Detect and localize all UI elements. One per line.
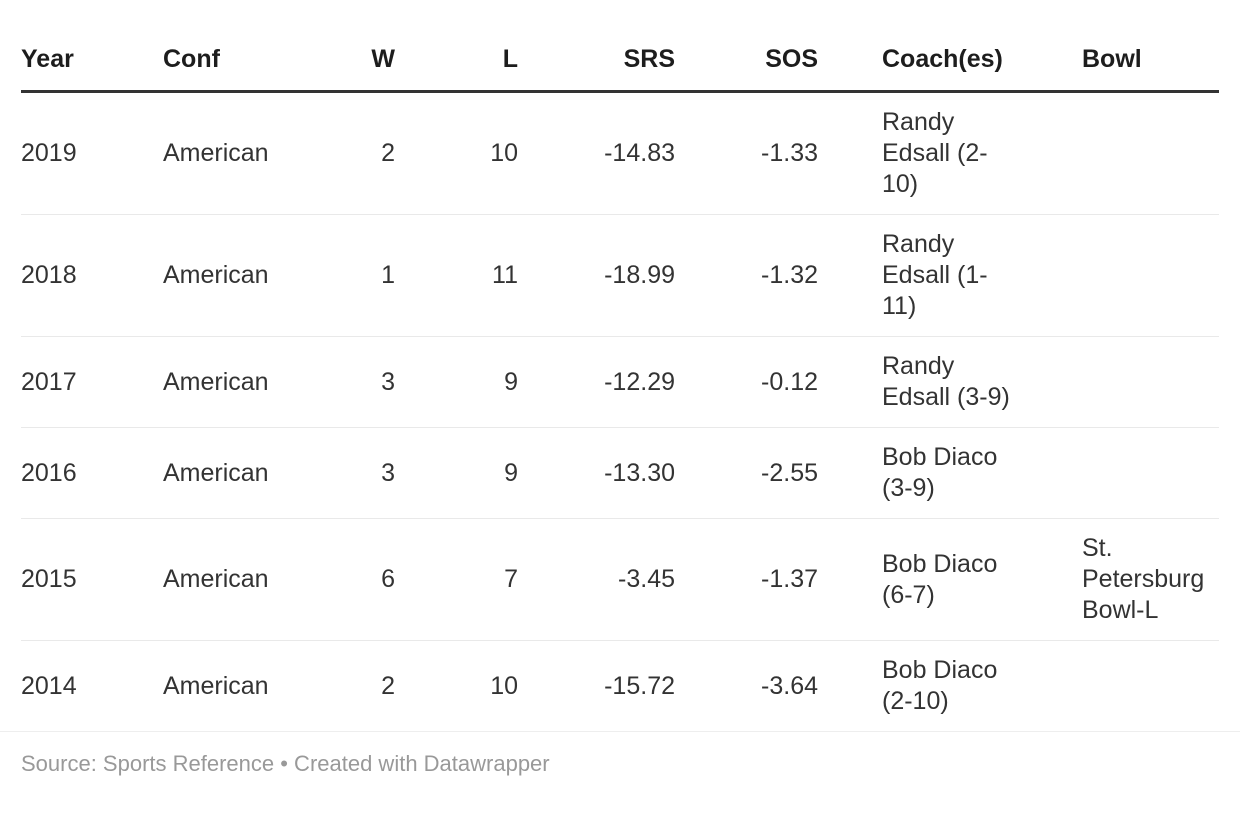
cell-conf: American [163, 671, 269, 700]
table-row: 2017 American 3 9 -12.29 -0.12 Randy Eds… [21, 336, 1219, 428]
col-header-w: W [307, 0, 395, 93]
col-header-conf: Conf [163, 0, 307, 93]
cell-srs: -12.29 [518, 336, 675, 428]
cell-coach: Bob Diaco (3-9) [818, 427, 1018, 519]
cell-year: 2019 [21, 91, 163, 215]
cell-conf: American [163, 427, 307, 519]
cell-coach: Randy Edsall (2-10) [818, 91, 1018, 215]
cell-sos: -1.32 [675, 214, 818, 337]
cell-bowl [1018, 427, 1219, 519]
cell-coach: Bob Diaco (2-10) [882, 656, 998, 715]
table-row: 2019 American 2 10 -14.83 -1.33 Randy Ed… [21, 91, 1219, 215]
cell-srs: -13.30 [518, 427, 675, 519]
cell-year: 2015 [21, 518, 163, 641]
cell-w: 2 [307, 91, 395, 215]
cell-l: 7 [395, 518, 518, 641]
cell-l: 9 [395, 427, 518, 519]
cell-srs: -18.99 [518, 214, 675, 337]
cell-bowl [1018, 641, 1219, 732]
cell-sos: -1.33 [675, 91, 818, 215]
cell-l: 10 [395, 91, 518, 215]
cell-l: 11 [395, 214, 518, 337]
table-row: 2018 American 1 11 -18.99 -1.32 Randy Ed… [21, 214, 1219, 337]
col-header-srs: SRS [518, 0, 675, 93]
cell-srs: -3.45 [518, 518, 675, 641]
table-row: 2014 American 2 10 -15.72 -3.64 Bob Diac… [21, 641, 1219, 732]
cell-w: 3 [307, 336, 395, 428]
table-footer: Source: Sports Reference • Created with … [0, 731, 1240, 777]
col-header-coach: Coach(es) [818, 0, 1018, 93]
cell-year: 2017 [21, 336, 163, 428]
cell-srs: -15.72 [604, 671, 675, 700]
cell-w: 6 [307, 518, 395, 641]
source-attribution: Source: Sports Reference • Created with … [21, 751, 550, 776]
season-records-table: Year Conf W L SRS SOS Coach(es) Bowl 201… [21, 0, 1219, 731]
cell-year: 2014 [21, 671, 77, 700]
cell-w: 1 [307, 214, 395, 337]
table-body: 2019 American 2 10 -14.83 -1.33 Randy Ed… [21, 91, 1219, 732]
cell-w: 2 [381, 671, 395, 700]
cell-bowl [1018, 91, 1219, 215]
cell-sos: -0.12 [675, 336, 818, 428]
cell-conf: American [163, 336, 307, 428]
cell-w: 3 [307, 427, 395, 519]
table-header-row: Year Conf W L SRS SOS Coach(es) Bowl [21, 0, 1219, 93]
cell-l: 10 [490, 671, 518, 700]
cell-conf: American [163, 518, 307, 641]
cell-srs: -14.83 [518, 91, 675, 215]
cell-year: 2018 [21, 214, 163, 337]
cell-conf: American [163, 91, 307, 215]
cell-coach: Bob Diaco (6-7) [818, 518, 1018, 641]
cell-coach: Randy Edsall (1-11) [818, 214, 1018, 337]
cell-bowl: St. Petersburg Bowl-L [1018, 518, 1219, 641]
cell-sos: -1.37 [675, 518, 818, 641]
cell-sos: -3.64 [761, 671, 818, 700]
cell-conf: American [163, 214, 307, 337]
cell-bowl [1018, 214, 1219, 337]
col-header-l: L [395, 0, 518, 93]
col-header-sos: SOS [675, 0, 818, 93]
cell-coach: Randy Edsall (3-9) [818, 336, 1018, 428]
col-header-year: Year [21, 0, 163, 93]
table-row: 2016 American 3 9 -13.30 -2.55 Bob Diaco… [21, 427, 1219, 519]
table-container: Year Conf W L SRS SOS Coach(es) Bowl 201… [21, 0, 1219, 731]
col-header-bowl: Bowl [1018, 0, 1219, 93]
table-row: 2015 American 6 7 -3.45 -1.37 Bob Diaco … [21, 518, 1219, 641]
cell-l: 9 [395, 336, 518, 428]
cell-year: 2016 [21, 427, 163, 519]
cell-bowl [1018, 336, 1219, 428]
cell-sos: -2.55 [675, 427, 818, 519]
